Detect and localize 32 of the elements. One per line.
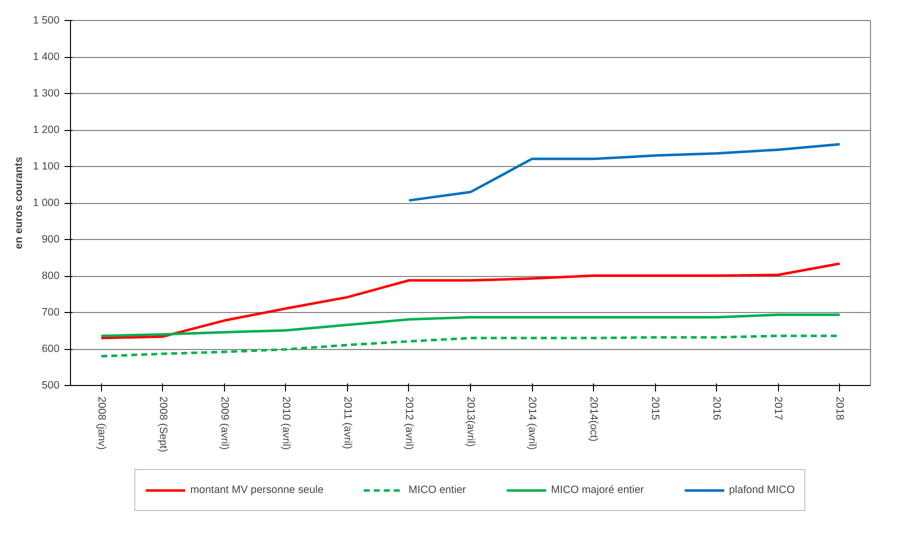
legend-label: MICO entier <box>408 484 466 496</box>
legend-label: plafond MICO <box>728 484 795 496</box>
line-series <box>408 142 841 202</box>
x-tick-label: 2013(avril) <box>464 396 476 447</box>
legend-label: MICO majoré entier <box>551 484 644 496</box>
y-tick-label: 600 <box>42 343 60 355</box>
y-tick-label: 1 300 <box>32 88 60 100</box>
y-tick-label: 900 <box>42 234 60 246</box>
x-tick-label: 2012 (avril) <box>402 396 415 450</box>
x-tick-label: 2018 <box>834 396 846 420</box>
y-tick-label: 1 100 <box>32 160 60 172</box>
x-tick-label: 2009 (avril) <box>218 396 230 450</box>
y-tick-label: 800 <box>42 270 60 282</box>
x-tick-label: 2014 (avril) <box>526 396 538 450</box>
x-tick-label: 2008 (Sept) <box>156 396 169 452</box>
y-tick-label: 700 <box>42 306 60 318</box>
x-tick-label: 2016 <box>710 396 723 420</box>
y-tick-label: 1 400 <box>32 51 60 63</box>
x-tick-label: 2010 (avril) <box>280 396 292 450</box>
x-tick-label: 2008 (janv) <box>95 396 108 450</box>
y-tick-label: 1 500 <box>32 14 60 26</box>
x-tick-label: 2014(oct) <box>588 396 600 442</box>
x-tick-label: 2017 <box>772 396 784 420</box>
y-tick-label: 1 000 <box>32 197 60 209</box>
x-tick-label: 2015 <box>649 396 662 420</box>
line-series <box>100 313 841 338</box>
y-tick-label: 500 <box>42 380 60 392</box>
y-tick-label: 1 200 <box>32 124 60 136</box>
legend-label: montant MV personne seule <box>190 484 324 496</box>
x-tick-label: 2011 (avril) <box>341 396 354 450</box>
y-axis-title: en euros courants <box>12 156 25 250</box>
line-series <box>100 262 841 340</box>
